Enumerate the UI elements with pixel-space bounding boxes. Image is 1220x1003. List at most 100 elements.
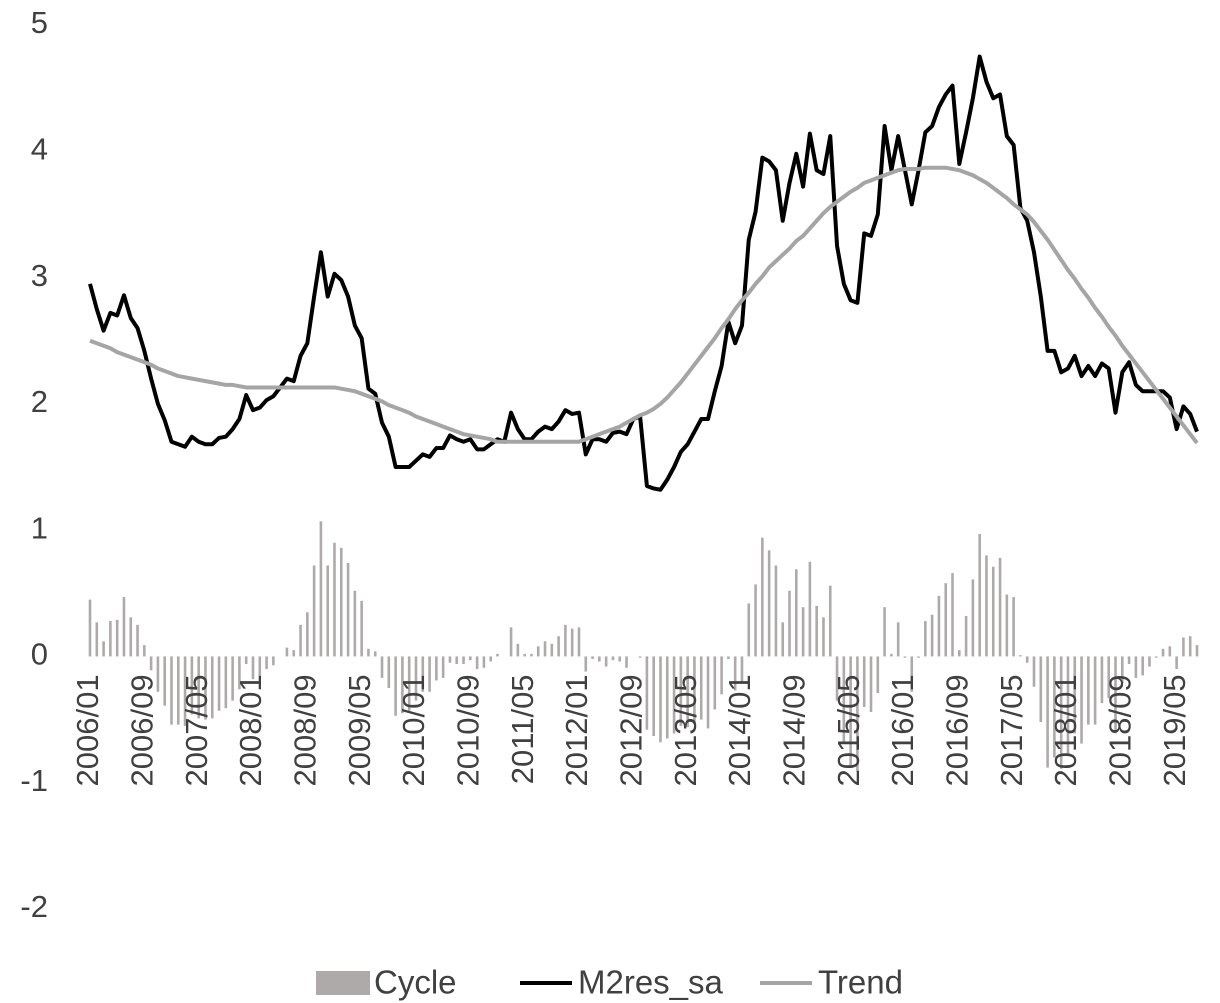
bar	[489, 656, 492, 662]
bar	[1032, 656, 1036, 687]
bar	[1161, 648, 1165, 657]
bar	[699, 656, 703, 720]
bar	[795, 569, 798, 657]
bar	[706, 656, 710, 729]
bar	[876, 656, 880, 694]
bar	[1107, 656, 1111, 699]
bar	[1148, 656, 1151, 667]
bar	[1168, 646, 1172, 657]
bar	[991, 566, 995, 657]
bar	[761, 537, 764, 657]
bar	[1127, 656, 1131, 665]
bar	[115, 619, 119, 657]
bar	[170, 656, 173, 725]
x-tick-label: 2016/01	[885, 674, 920, 786]
bar	[598, 656, 601, 662]
bar	[482, 656, 486, 668]
x-tick-label: 2019/05	[1157, 674, 1192, 786]
bar	[339, 547, 343, 657]
bar	[944, 583, 948, 657]
bar	[693, 656, 696, 724]
x-tick-label: 2012/09	[614, 674, 649, 786]
bar	[455, 656, 459, 665]
bar	[910, 656, 914, 692]
bar	[733, 656, 737, 691]
bar	[754, 584, 757, 657]
bar	[530, 653, 533, 657]
bar	[937, 595, 941, 657]
bar	[958, 650, 961, 657]
bar	[1093, 656, 1097, 725]
bar	[577, 627, 581, 657]
x-tick-label: 2007/05	[179, 674, 214, 786]
bar	[204, 656, 207, 720]
y-tick-label: 1	[31, 510, 48, 545]
bar	[781, 622, 785, 657]
bar	[998, 557, 1002, 657]
bar	[163, 656, 167, 706]
bar	[856, 656, 859, 772]
y-tick-label: 0	[31, 637, 48, 672]
bar	[638, 656, 642, 658]
bar	[930, 614, 934, 657]
x-tick-label: 2017/05	[994, 674, 1029, 786]
bar	[543, 641, 547, 657]
bar	[516, 643, 520, 657]
bar	[849, 656, 852, 766]
bar	[652, 656, 655, 736]
bar	[1059, 656, 1063, 769]
bar	[570, 628, 574, 657]
bar	[883, 607, 886, 657]
x-tick-label: 2011/05	[505, 674, 540, 784]
bar	[1053, 656, 1056, 758]
x-tick-label: 2010/09	[451, 674, 486, 786]
bar	[149, 656, 153, 671]
bar	[387, 656, 391, 688]
bar	[1012, 597, 1015, 657]
bar	[401, 656, 404, 714]
bar	[428, 656, 431, 692]
bar	[265, 656, 268, 670]
bar	[808, 561, 812, 657]
bar	[109, 621, 112, 657]
bar	[231, 656, 234, 701]
x-tick-label: 2008/09	[288, 674, 323, 786]
bar	[1188, 636, 1192, 657]
bar	[801, 607, 805, 657]
bar	[679, 656, 683, 726]
bar	[333, 542, 336, 657]
bar	[210, 656, 214, 719]
bar	[618, 656, 622, 662]
bar	[197, 656, 200, 719]
bar	[373, 651, 377, 657]
y-tick-label: -1	[20, 763, 48, 798]
bar	[828, 585, 832, 657]
bar	[686, 656, 689, 728]
bar	[122, 597, 126, 657]
legend-label: Cycle	[374, 964, 457, 1001]
bar	[550, 643, 554, 657]
bar	[129, 617, 133, 657]
bar	[1046, 656, 1049, 768]
bar	[747, 603, 751, 657]
bar	[788, 590, 791, 657]
legend-label: Trend	[818, 964, 903, 1001]
bar	[720, 656, 723, 695]
bar	[238, 656, 241, 690]
bar	[346, 562, 350, 657]
bar	[1073, 656, 1077, 734]
x-tick-label: 2009/05	[342, 674, 377, 786]
line	[88, 54, 1199, 492]
bar	[156, 656, 160, 692]
bar	[1025, 656, 1029, 663]
x-tick-label: 2012/01	[559, 674, 594, 786]
bar	[964, 616, 968, 657]
bar	[978, 533, 981, 657]
bar	[319, 521, 323, 657]
bar	[672, 656, 676, 734]
bar	[360, 600, 363, 657]
bar	[88, 599, 92, 657]
bar	[326, 565, 329, 657]
bar	[312, 565, 316, 657]
bar	[244, 656, 248, 665]
